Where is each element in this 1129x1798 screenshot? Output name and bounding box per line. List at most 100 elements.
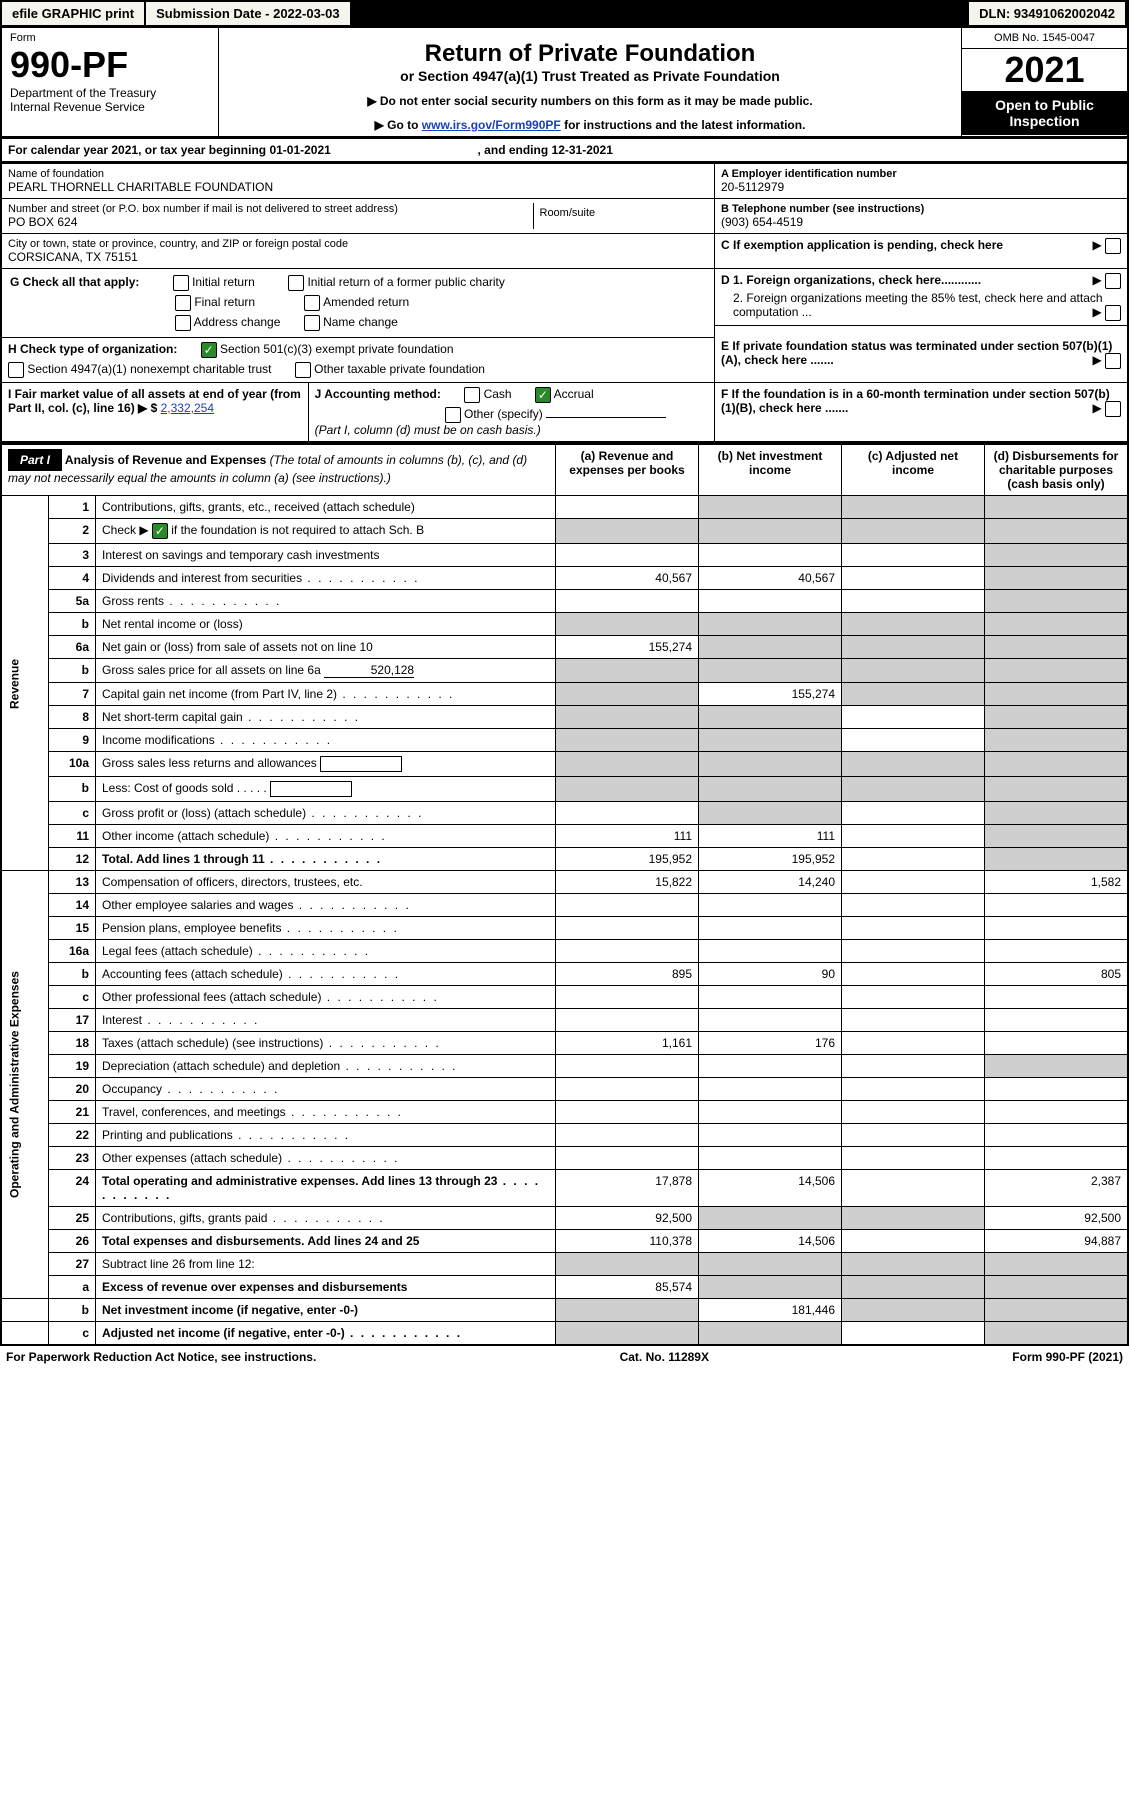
line-6b: bGross sales price for all assets on lin…: [1, 659, 1128, 683]
e-checkbox[interactable]: [1105, 353, 1121, 369]
line-10c: cGross profit or (loss) (attach schedule…: [1, 802, 1128, 825]
j-cash: Cash: [484, 387, 512, 401]
line-10b: bLess: Cost of goods sold . . . . .: [1, 777, 1128, 802]
line-2: 2 Check ▶ ✓ if the foundation is not req…: [1, 519, 1128, 544]
c-label: C If exemption application is pending, c…: [721, 238, 1003, 252]
efile-stamp: efile GRAPHIC print: [2, 2, 146, 25]
col-b-header: (b) Net investment income: [699, 444, 842, 496]
revenue-label: Revenue: [1, 496, 49, 871]
line-20: 20Occupancy: [1, 1078, 1128, 1101]
line-24: 24Total operating and administrative exp…: [1, 1170, 1128, 1207]
line-17: 17Interest: [1, 1009, 1128, 1032]
note-1: ▶ Do not enter social security numbers o…: [227, 84, 953, 108]
expenses-label: Operating and Administrative Expenses: [1, 871, 49, 1299]
line-22: 22Printing and publications: [1, 1124, 1128, 1147]
line-11: 11Other income (attach schedule)111111: [1, 825, 1128, 848]
line-6b-desc: Gross sales price for all assets on line…: [102, 663, 321, 677]
line-10a: 10aGross sales less returns and allowanc…: [1, 752, 1128, 777]
h-501c3-checkbox[interactable]: ✓: [201, 342, 217, 358]
cat-no: Cat. No. 11289X: [620, 1350, 709, 1364]
i-label: I Fair market value of all assets at end…: [8, 387, 301, 415]
line-5b: bNet rental income or (loss): [1, 613, 1128, 636]
line-19: 19Depreciation (attach schedule) and dep…: [1, 1055, 1128, 1078]
line-21: 21Travel, conferences, and meetings: [1, 1101, 1128, 1124]
initial-return: Initial return: [192, 275, 255, 289]
amended: Amended return: [323, 295, 409, 309]
j-cash-checkbox[interactable]: [464, 387, 480, 403]
line-14: 14Other employee salaries and wages: [1, 894, 1128, 917]
line-27a: aExcess of revenue over expenses and dis…: [1, 1276, 1128, 1299]
f-checkbox[interactable]: [1105, 401, 1121, 417]
dept: Department of the Treasury: [10, 86, 210, 100]
j-label: J Accounting method:: [315, 387, 441, 401]
city-label: City or town, state or province, country…: [8, 238, 708, 250]
line-6b-val: 520,128: [324, 663, 414, 678]
line-6a: 6aNet gain or (loss) from sale of assets…: [1, 636, 1128, 659]
footer: For Paperwork Reduction Act Notice, see …: [0, 1346, 1129, 1368]
d2-label: 2. Foreign organizations meeting the 85%…: [733, 291, 1103, 319]
initial-former-checkbox[interactable]: [288, 275, 304, 291]
irs: Internal Revenue Service: [10, 100, 210, 114]
line-16b: bAccounting fees (attach schedule)895908…: [1, 963, 1128, 986]
omb-number: OMB No. 1545-0047: [962, 28, 1127, 49]
form990pf-link[interactable]: www.irs.gov/Form990PF: [422, 118, 561, 132]
topbar: efile GRAPHIC print Submission Date - 20…: [0, 0, 1129, 27]
line-3: 3Interest on savings and temporary cash …: [1, 544, 1128, 567]
line-27b: bNet investment income (if negative, ent…: [1, 1299, 1128, 1322]
addr-change-checkbox[interactable]: [175, 315, 191, 331]
calendar-year-row: For calendar year 2021, or tax year begi…: [0, 138, 1129, 163]
form-label: Form: [10, 32, 210, 44]
col-c-header: (c) Adjusted net income: [842, 444, 985, 496]
d2-checkbox[interactable]: [1105, 305, 1121, 321]
f-label: F If the foundation is in a 60-month ter…: [721, 387, 1110, 415]
form-subtitle: or Section 4947(a)(1) Trust Treated as P…: [227, 68, 953, 84]
line-2-suffix: if the foundation is not required to att…: [168, 523, 424, 537]
c-checkbox[interactable]: [1105, 238, 1121, 254]
part1-table: Part I Analysis of Revenue and Expenses …: [0, 443, 1129, 1346]
j-other: Other (specify): [464, 407, 543, 421]
line-7: 7Capital gain net income (from Part IV, …: [1, 683, 1128, 706]
form-title: Return of Private Foundation: [227, 32, 953, 68]
line-9: 9Income modifications: [1, 729, 1128, 752]
final-return: Final return: [194, 295, 255, 309]
addr: PO BOX 624: [8, 215, 533, 229]
line-8: 8Net short-term capital gain: [1, 706, 1128, 729]
line-13: Operating and Administrative Expenses 13…: [1, 871, 1128, 894]
form-number: 990-PF: [10, 44, 210, 86]
tax-year: 2021: [962, 49, 1127, 91]
d1-checkbox[interactable]: [1105, 273, 1121, 289]
name-label: Name of foundation: [8, 168, 708, 180]
foundation-info: Name of foundation PEARL THORNELL CHARIT…: [0, 163, 1129, 443]
line-26: 26Total expenses and disbursements. Add …: [1, 1230, 1128, 1253]
initial-return-checkbox[interactable]: [173, 275, 189, 291]
line-2-checkbox[interactable]: ✓: [152, 523, 168, 539]
line-5a: 5aGross rents: [1, 590, 1128, 613]
line-27: 27Subtract line 26 from line 12:: [1, 1253, 1128, 1276]
city: CORSICANA, TX 75151: [8, 250, 708, 264]
line-18: 18Taxes (attach schedule) (see instructi…: [1, 1032, 1128, 1055]
h-4947-checkbox[interactable]: [8, 362, 24, 378]
cal-year-begin: For calendar year 2021, or tax year begi…: [8, 143, 331, 157]
h-501c3: Section 501(c)(3) exempt private foundat…: [220, 342, 453, 356]
addr-label: Number and street (or P.O. box number if…: [8, 203, 533, 215]
dln: DLN: 93491062002042: [969, 2, 1127, 25]
h-other-checkbox[interactable]: [295, 362, 311, 378]
final-return-checkbox[interactable]: [175, 295, 191, 311]
line-4: 4Dividends and interest from securities4…: [1, 567, 1128, 590]
line-1: Revenue 1 Contributions, gifts, grants, …: [1, 496, 1128, 519]
e-label: E If private foundation status was termi…: [721, 339, 1112, 367]
line-25: 25Contributions, gifts, grants paid92,50…: [1, 1207, 1128, 1230]
j-accrual-checkbox[interactable]: ✓: [535, 387, 551, 403]
col-d-header: (d) Disbursements for charitable purpose…: [985, 444, 1129, 496]
phone-label: B Telephone number (see instructions): [721, 203, 1121, 215]
name-change-checkbox[interactable]: [304, 315, 320, 331]
addr-change: Address change: [194, 315, 281, 329]
ein: 20-5112979: [721, 180, 1121, 194]
part1-title: Analysis of Revenue and Expenses: [65, 453, 266, 467]
initial-former: Initial return of a former public charit…: [307, 275, 504, 289]
j-other-checkbox[interactable]: [445, 407, 461, 423]
part1-label: Part I: [8, 449, 62, 471]
col-a-header: (a) Revenue and expenses per books: [556, 444, 699, 496]
phone: (903) 654-4519: [721, 215, 1121, 229]
amended-checkbox[interactable]: [304, 295, 320, 311]
